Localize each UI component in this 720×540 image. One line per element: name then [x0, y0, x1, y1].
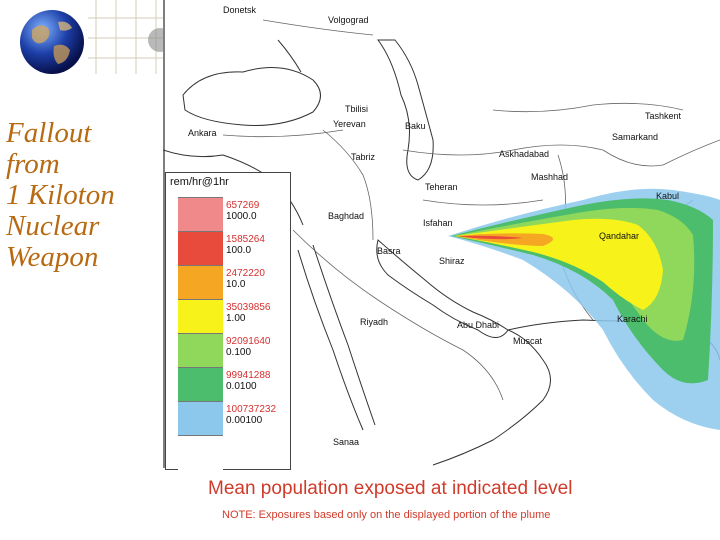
legend-row: 100737232 0.00100	[178, 401, 286, 436]
city-label: Volgograd	[328, 15, 369, 25]
title-line: 1 Kiloton	[6, 179, 115, 211]
title-line: Weapon	[6, 241, 99, 273]
legend-row	[178, 435, 286, 470]
legend-row: 35039856 1.00	[178, 299, 286, 334]
legend-row: 1585264 100.0	[178, 231, 286, 266]
legend-level: 1000.0	[226, 211, 257, 222]
map-caption: Mean population exposed at indicated lev…	[208, 478, 573, 499]
legend-population: 92091640	[226, 336, 271, 347]
fallout-map: Donetsk Volgograd Tbilisi Yerevan Baku A…	[163, 0, 720, 468]
legend-swatch	[178, 265, 223, 300]
map-note: NOTE: Exposures based only on the displa…	[222, 509, 551, 521]
black-sea	[182, 67, 321, 126]
legend-level: 0.0100	[226, 381, 257, 392]
city-label: Qandahar	[599, 231, 640, 241]
city-label: Sanaa	[333, 437, 360, 447]
legend-swatch	[178, 333, 223, 368]
fallout-plume	[448, 188, 720, 430]
legend-swatch	[178, 367, 223, 402]
legend-title: rem/hr@1hr	[170, 176, 229, 188]
legend-swatch	[178, 197, 223, 232]
legend-level: 1.00	[226, 313, 246, 324]
legend-population: 1585264	[226, 234, 265, 245]
legend-population: 99941288	[226, 370, 271, 381]
legend-row: 2472220 10.0	[178, 265, 286, 300]
persian-gulf	[376, 239, 509, 338]
legend-row: 99941288 0.0100	[178, 367, 286, 402]
legend-population: 657269	[226, 200, 260, 211]
city-label: Baghdad	[328, 211, 365, 221]
city-label: Basra	[377, 246, 401, 256]
legend-level: 0.100	[226, 347, 252, 358]
legend-level: 0.00100	[226, 415, 263, 426]
legend-level: 100.0	[226, 245, 252, 256]
legend-row: 657269 1000.0	[178, 197, 286, 232]
legend: rem/hr@1hr 657269 1000.0 1585264 100.0 2…	[165, 172, 291, 470]
city-label: Samarkand	[612, 132, 659, 142]
legend-level: 10.0	[226, 279, 246, 290]
globe-icon	[20, 10, 84, 74]
city-label: Teheran	[425, 182, 458, 192]
city-label: Abu Dhabi	[457, 320, 500, 330]
city-label: Tabriz	[351, 152, 376, 162]
city-label: Shiraz	[439, 256, 465, 266]
city-label: Ankara	[188, 128, 217, 138]
caspian-sea	[377, 39, 434, 181]
legend-swatch	[178, 299, 223, 334]
city-label: Donetsk	[223, 5, 257, 15]
legend-row: 92091640 0.100	[178, 333, 286, 368]
city-label: Isfahan	[423, 218, 453, 228]
city-label: Tbilisi	[345, 104, 369, 114]
slide-title: Fallout from 1 Kiloton Nuclear Weapon	[6, 118, 156, 273]
legend-swatch	[178, 435, 223, 470]
city-label: Tashkent	[645, 111, 682, 121]
title-line: Nuclear	[6, 210, 100, 242]
legend-swatch	[178, 231, 223, 266]
city-label: Karachi	[617, 314, 648, 324]
legend-population: 100737232	[226, 404, 277, 415]
city-label: Muscat	[513, 336, 543, 346]
legend-population: 2472220	[226, 268, 265, 279]
title-line: from	[6, 148, 60, 180]
city-label: Kabul	[656, 191, 680, 201]
grid-decoration	[88, 0, 166, 74]
city-label: Riyadh	[360, 317, 389, 327]
map-svg	[163, 0, 720, 468]
city-label: Mashhad	[531, 172, 569, 182]
title-line: Fallout	[6, 117, 92, 149]
legend-population: 35039856	[226, 302, 271, 313]
city-label: Yerevan	[333, 119, 366, 129]
city-label: Askhadabad	[499, 149, 550, 159]
legend-swatch	[178, 401, 223, 436]
red-sea	[297, 249, 364, 431]
city-label: Baku	[405, 121, 426, 131]
